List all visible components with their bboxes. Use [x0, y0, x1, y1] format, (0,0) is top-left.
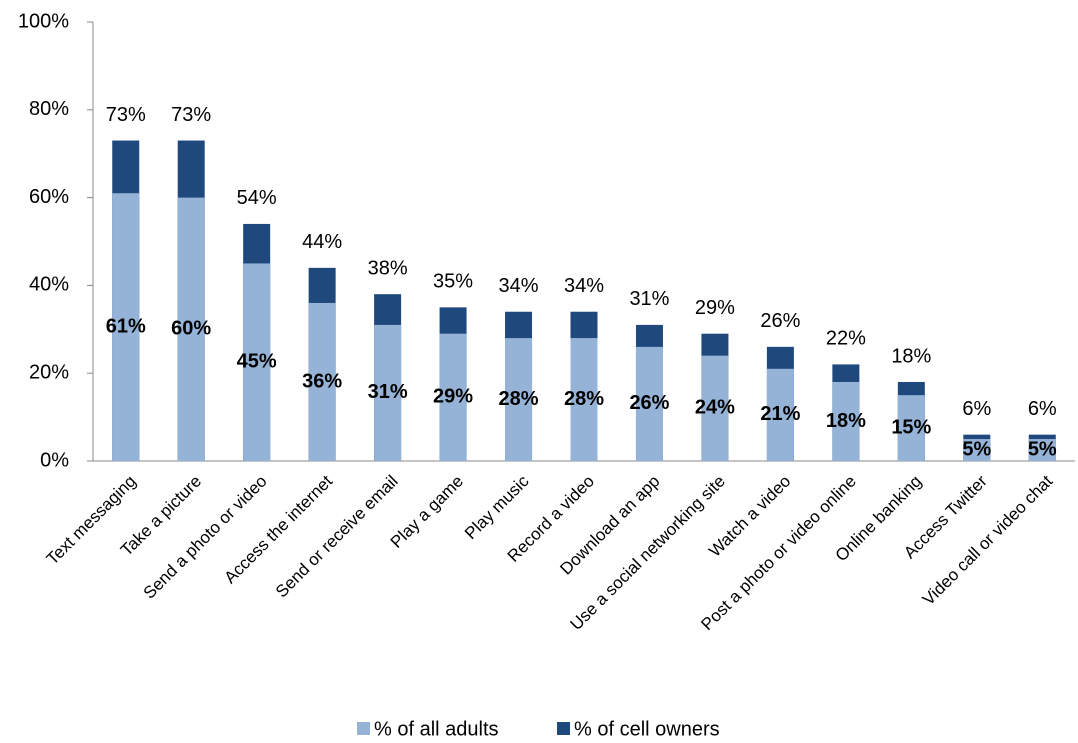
legend-swatch: [557, 722, 570, 735]
value-label: 6%: [1028, 398, 1057, 420]
value-label: 34%: [499, 275, 539, 297]
y-tick-label: 60%: [29, 186, 69, 208]
value-label: 44%: [302, 231, 342, 253]
value-label: 26%: [629, 392, 669, 414]
bar: [177, 197, 205, 461]
value-label: 38%: [368, 257, 408, 279]
bar: [308, 302, 336, 461]
value-label: 29%: [695, 297, 735, 319]
value-label: 5%: [962, 438, 991, 460]
y-tick-label: 20%: [29, 361, 69, 383]
bar: [243, 263, 271, 461]
value-label: 31%: [368, 381, 408, 403]
value-label: 36%: [302, 370, 342, 392]
bar: [635, 346, 663, 461]
legend-swatch: [357, 722, 370, 735]
value-label: 73%: [171, 104, 211, 126]
value-label: 35%: [433, 271, 473, 293]
x-tick-label: Video call or video chat: [919, 471, 1057, 609]
legend-label: % of cell owners: [574, 718, 720, 740]
value-label: 73%: [106, 104, 146, 126]
x-tick-label: Play music: [461, 471, 533, 543]
bar: [897, 395, 925, 461]
bar: [570, 338, 598, 461]
bar: [439, 333, 467, 461]
bar: [832, 381, 860, 461]
bar: [701, 355, 729, 461]
value-label: 34%: [564, 275, 604, 297]
legend-label: % of all adults: [374, 718, 499, 740]
value-label: 15%: [891, 416, 931, 438]
bar: [505, 338, 533, 461]
value-label: 5%: [1028, 438, 1057, 460]
x-tick-label: Send or receive email: [272, 472, 402, 602]
value-label: 18%: [826, 410, 866, 432]
x-tick-label: Send a photo or video: [140, 472, 271, 603]
value-label: 29%: [433, 386, 473, 408]
value-label: 28%: [564, 388, 604, 410]
y-tick-label: 40%: [29, 274, 69, 296]
y-tick-label: 0%: [40, 449, 69, 471]
value-label: 6%: [962, 398, 991, 420]
value-label: 31%: [629, 288, 669, 310]
value-label: 28%: [499, 388, 539, 410]
x-tick-label: Access the internet: [220, 471, 336, 587]
value-label: 60%: [171, 318, 211, 340]
y-tick-label: 80%: [29, 98, 69, 120]
y-tick-label: 100%: [18, 10, 69, 32]
value-label: 45%: [237, 351, 277, 373]
value-label: 18%: [891, 345, 931, 367]
bar: [766, 368, 794, 461]
value-label: 21%: [760, 403, 800, 425]
bar: [112, 193, 140, 461]
bar: [374, 324, 402, 461]
value-label: 26%: [760, 310, 800, 332]
value-label: 24%: [695, 397, 735, 419]
value-label: 22%: [826, 328, 866, 350]
bar: [1028, 439, 1056, 461]
bar: [963, 439, 991, 461]
value-label: 54%: [237, 187, 277, 209]
value-label: 61%: [106, 315, 146, 337]
